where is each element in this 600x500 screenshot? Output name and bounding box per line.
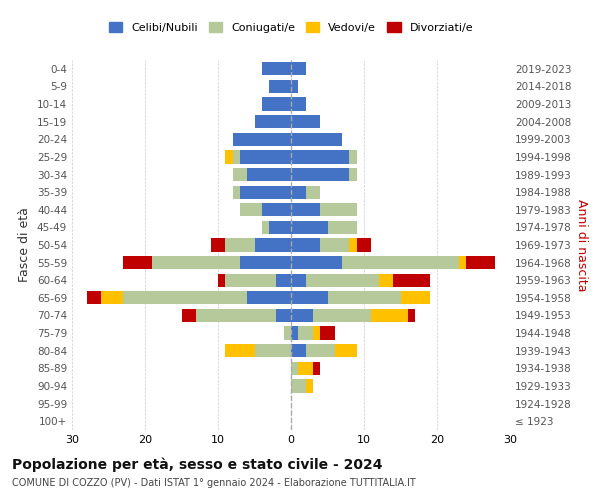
Bar: [408, 309, 415, 322]
Bar: [291, 380, 305, 392]
Bar: [152, 256, 240, 269]
Bar: [291, 150, 349, 164]
Bar: [123, 291, 247, 304]
Bar: [335, 344, 356, 358]
Bar: [101, 291, 123, 304]
Bar: [379, 274, 393, 287]
Bar: [349, 238, 356, 252]
Bar: [305, 186, 320, 198]
Bar: [254, 115, 291, 128]
Bar: [291, 186, 305, 198]
Bar: [291, 98, 305, 110]
Bar: [277, 309, 291, 322]
Text: COMUNE DI COZZO (PV) - Dati ISTAT 1° gennaio 2024 - Elaborazione TUTTITALIA.IT: COMUNE DI COZZO (PV) - Dati ISTAT 1° gen…: [12, 478, 416, 488]
Bar: [291, 291, 328, 304]
Bar: [226, 238, 254, 252]
Bar: [262, 98, 291, 110]
Bar: [291, 221, 328, 234]
Bar: [211, 238, 226, 252]
Bar: [313, 362, 320, 375]
Bar: [320, 203, 356, 216]
Bar: [328, 221, 356, 234]
Bar: [254, 238, 291, 252]
Bar: [233, 186, 240, 198]
Bar: [466, 256, 496, 269]
Bar: [291, 238, 320, 252]
Bar: [401, 291, 430, 304]
Bar: [284, 326, 291, 340]
Legend: Celibi/Nubili, Coniugati/e, Vedovi/e, Divorziati/e: Celibi/Nubili, Coniugati/e, Vedovi/e, Di…: [104, 18, 478, 37]
Bar: [291, 344, 305, 358]
Bar: [313, 309, 371, 322]
Bar: [291, 62, 305, 76]
Bar: [291, 115, 320, 128]
Bar: [298, 326, 313, 340]
Bar: [305, 344, 335, 358]
Bar: [320, 238, 349, 252]
Bar: [291, 132, 342, 146]
Y-axis label: Anni di nascita: Anni di nascita: [575, 198, 588, 291]
Bar: [254, 344, 291, 358]
Bar: [240, 256, 291, 269]
Bar: [269, 80, 291, 93]
Bar: [86, 291, 101, 304]
Bar: [291, 203, 320, 216]
Bar: [291, 309, 313, 322]
Bar: [291, 274, 305, 287]
Bar: [262, 203, 291, 216]
Bar: [298, 362, 313, 375]
Bar: [291, 168, 349, 181]
Bar: [262, 62, 291, 76]
Bar: [226, 274, 277, 287]
Bar: [393, 274, 430, 287]
Bar: [305, 380, 313, 392]
Bar: [356, 238, 371, 252]
Bar: [459, 256, 466, 269]
Bar: [218, 274, 226, 287]
Bar: [240, 150, 291, 164]
Bar: [226, 344, 254, 358]
Text: Popolazione per età, sesso e stato civile - 2024: Popolazione per età, sesso e stato civil…: [12, 458, 383, 472]
Bar: [240, 186, 291, 198]
Bar: [247, 168, 291, 181]
Bar: [349, 150, 356, 164]
Bar: [123, 256, 152, 269]
Bar: [320, 326, 335, 340]
Bar: [371, 309, 408, 322]
Bar: [291, 362, 298, 375]
Bar: [196, 309, 277, 322]
Y-axis label: Fasce di età: Fasce di età: [19, 208, 31, 282]
Bar: [233, 150, 240, 164]
Bar: [233, 168, 247, 181]
Bar: [305, 274, 379, 287]
Bar: [349, 168, 356, 181]
Bar: [226, 150, 233, 164]
Bar: [262, 221, 269, 234]
Bar: [240, 203, 262, 216]
Bar: [342, 256, 459, 269]
Bar: [277, 274, 291, 287]
Bar: [182, 309, 196, 322]
Bar: [313, 326, 320, 340]
Bar: [269, 221, 291, 234]
Bar: [328, 291, 401, 304]
Bar: [233, 132, 291, 146]
Bar: [247, 291, 291, 304]
Bar: [291, 326, 298, 340]
Bar: [291, 256, 342, 269]
Bar: [291, 80, 298, 93]
